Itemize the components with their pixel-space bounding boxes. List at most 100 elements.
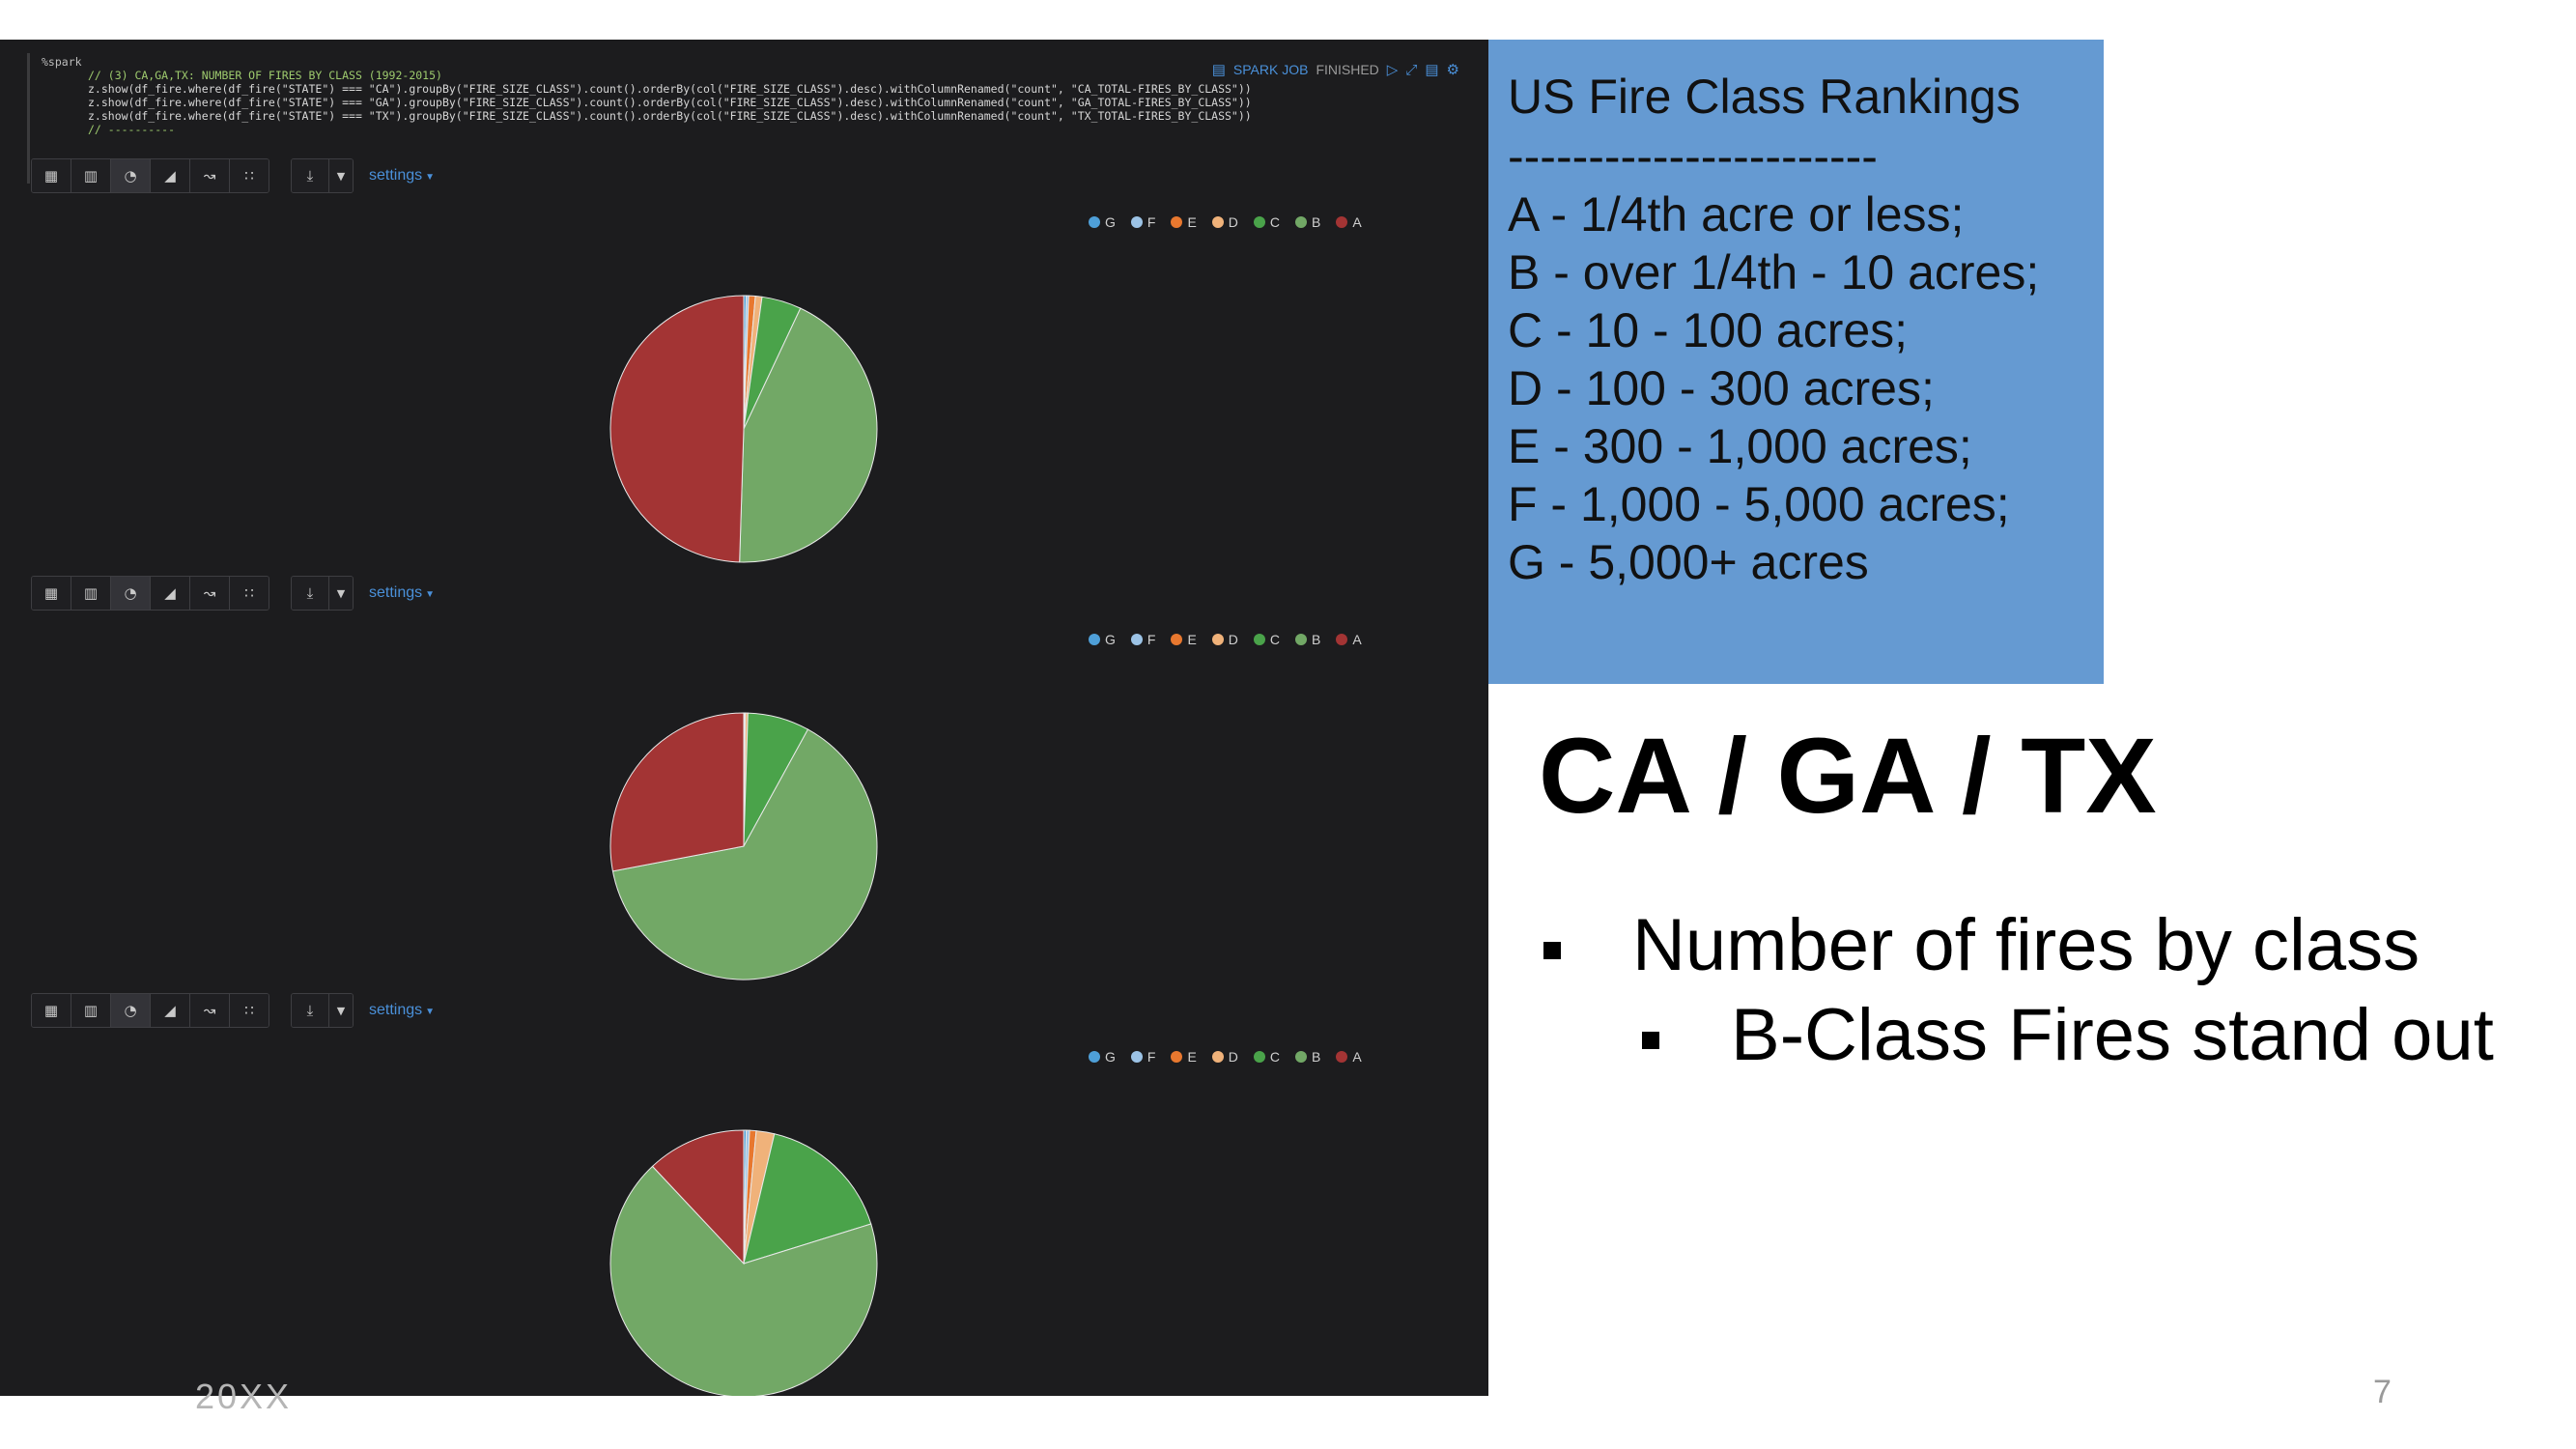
area-chart-icon[interactable]: ◢: [151, 577, 190, 610]
settings-link[interactable]: settings ▼: [369, 167, 435, 185]
legend-item-b[interactable]: B: [1295, 214, 1320, 230]
pie-slice-b[interactable]: [739, 307, 878, 563]
pie-chart-icon[interactable]: ◔: [111, 577, 151, 610]
legend-item-f[interactable]: F: [1130, 632, 1155, 647]
chart-toolbar: ▦ ▥ ◔ ◢ ↝ ∷ ⤓ ▼ settings ▼: [31, 993, 435, 1028]
legend-label: E: [1187, 1049, 1197, 1065]
area-chart-icon[interactable]: ◢: [151, 994, 190, 1027]
line-chart-icon[interactable]: ↝: [190, 159, 230, 192]
gear-icon[interactable]: ⚙: [1446, 62, 1459, 78]
legend-item-c[interactable]: C: [1253, 1049, 1280, 1065]
legend-item-f[interactable]: F: [1130, 214, 1156, 230]
pie-chart-icon[interactable]: ◔: [111, 994, 151, 1027]
ranking-line-d: D - 100 - 300 acres;: [1508, 361, 1935, 415]
download-icon[interactable]: ⤓: [292, 577, 329, 610]
legend-dot-icon: [1130, 634, 1143, 645]
bar-chart-icon[interactable]: ▥: [71, 577, 111, 610]
chevron-down-icon: ▼: [425, 589, 436, 600]
download-dropdown-caret[interactable]: ▼: [329, 994, 353, 1027]
legend-label: F: [1146, 1049, 1156, 1065]
chevron-down-icon: ▼: [425, 1007, 436, 1017]
legend-dot-icon: [1171, 1051, 1183, 1063]
paragraph-status-bar: ▤ SPARK JOB FINISHED ▷ ⤢ ▤ ⚙: [1212, 61, 1459, 79]
download-dropdown-caret[interactable]: ▼: [329, 159, 353, 192]
legend-dot-icon: [1211, 216, 1224, 228]
bullet-number-of-fires: Number of fires by class: [1632, 904, 2420, 986]
legend-dot-icon: [1211, 1051, 1224, 1063]
line-chart-icon[interactable]: ↝: [190, 994, 230, 1027]
legend-dot-icon: [1211, 634, 1224, 645]
legend-item-g[interactable]: G: [1089, 632, 1116, 647]
legend-item-g[interactable]: G: [1089, 214, 1116, 230]
settings-label: settings: [369, 1002, 423, 1018]
legend-item-c[interactable]: C: [1253, 214, 1280, 230]
code-editor[interactable]: %spark // (3) CA,GA,TX: NUMBER OF FIRES …: [27, 53, 1459, 184]
table-icon[interactable]: ▦: [32, 577, 71, 610]
pie-slice-c[interactable]: [743, 1133, 872, 1264]
scatter-chart-icon[interactable]: ∷: [230, 994, 269, 1027]
line-chart-icon[interactable]: ↝: [190, 577, 230, 610]
hide-editor-icon[interactable]: ⤢: [1405, 61, 1418, 78]
legend-dot-icon: [1336, 216, 1348, 228]
run-icon[interactable]: ▷: [1386, 62, 1399, 78]
ranking-separator: -----------------------: [1508, 129, 1878, 184]
table-icon[interactable]: ▦: [32, 159, 71, 192]
notebook-panel: %spark // (3) CA,GA,TX: NUMBER OF FIRES …: [0, 40, 1488, 1396]
legend-item-b[interactable]: B: [1295, 1049, 1320, 1065]
legend-item-d[interactable]: D: [1211, 1049, 1238, 1065]
book-icon[interactable]: ▤: [1425, 62, 1439, 78]
legend-item-b[interactable]: B: [1295, 632, 1320, 647]
bar-chart-icon[interactable]: ▥: [71, 159, 111, 192]
legend-item-g[interactable]: G: [1089, 1049, 1116, 1065]
legend-dot-icon: [1130, 1051, 1143, 1063]
scatter-chart-icon[interactable]: ∷: [230, 159, 269, 192]
bullet-marker: [1543, 942, 1561, 959]
pie-slice-a[interactable]: [609, 295, 745, 563]
area-chart-icon[interactable]: ◢: [151, 159, 190, 192]
code-magic-line: %spark: [42, 55, 82, 69]
pie-slice-a[interactable]: [651, 1129, 745, 1265]
legend-item-d[interactable]: D: [1211, 214, 1238, 230]
legend-label: E: [1187, 214, 1197, 230]
bullet-b-class: B-Class Fires stand out: [1731, 994, 2494, 1076]
settings-link[interactable]: settings ▼: [369, 584, 435, 602]
table-icon[interactable]: ▦: [32, 994, 71, 1027]
legend-label: E: [1187, 632, 1197, 647]
legend-label: A: [1352, 1049, 1362, 1065]
legend-label: C: [1269, 632, 1281, 647]
bullet-marker: [1642, 1032, 1659, 1049]
pie-slice-a[interactable]: [609, 712, 745, 872]
pie-slice-b[interactable]: [611, 728, 878, 980]
ranking-line-g: G - 5,000+ acres: [1508, 535, 1869, 589]
download-dropdown-caret[interactable]: ▼: [329, 577, 353, 610]
chevron-down-icon: ▼: [425, 172, 436, 183]
ranking-line-c: C - 10 - 100 acres;: [1508, 303, 1909, 357]
chart-toolbar: ▦ ▥ ◔ ◢ ↝ ∷ ⤓ ▼ settings ▼: [31, 576, 435, 611]
legend-dot-icon: [1171, 216, 1183, 228]
settings-link[interactable]: settings ▼: [369, 1002, 435, 1019]
legend-dot-icon: [1295, 634, 1308, 645]
download-icon[interactable]: ⤓: [292, 994, 329, 1027]
download-icon[interactable]: ⤓: [292, 159, 329, 192]
legend-item-e[interactable]: E: [1171, 1049, 1197, 1065]
pie-slice-b[interactable]: [609, 1165, 878, 1396]
pie-chart-icon[interactable]: ◔: [111, 159, 151, 192]
legend-label: F: [1146, 214, 1156, 230]
pie-chart-ga: [609, 712, 878, 980]
legend-item-a[interactable]: A: [1336, 632, 1362, 647]
bar-chart-icon[interactable]: ▥: [71, 994, 111, 1027]
legend-item-d[interactable]: D: [1211, 632, 1238, 647]
legend-label: A: [1352, 632, 1362, 647]
legend-item-e[interactable]: E: [1171, 214, 1197, 230]
legend-item-a[interactable]: A: [1336, 1049, 1362, 1065]
legend-item-c[interactable]: C: [1253, 632, 1281, 647]
legend-item-e[interactable]: E: [1171, 632, 1197, 647]
code-line-ga: z.show(df_fire.where(df_fire("STATE") ==…: [88, 96, 1252, 109]
legend-dot-icon: [1336, 634, 1348, 645]
spark-job-link[interactable]: SPARK JOB: [1232, 62, 1309, 77]
scatter-chart-icon[interactable]: ∷: [230, 577, 269, 610]
legend-item-f[interactable]: F: [1130, 1049, 1156, 1065]
legend-item-a[interactable]: A: [1336, 214, 1362, 230]
legend-label: G: [1105, 214, 1116, 230]
